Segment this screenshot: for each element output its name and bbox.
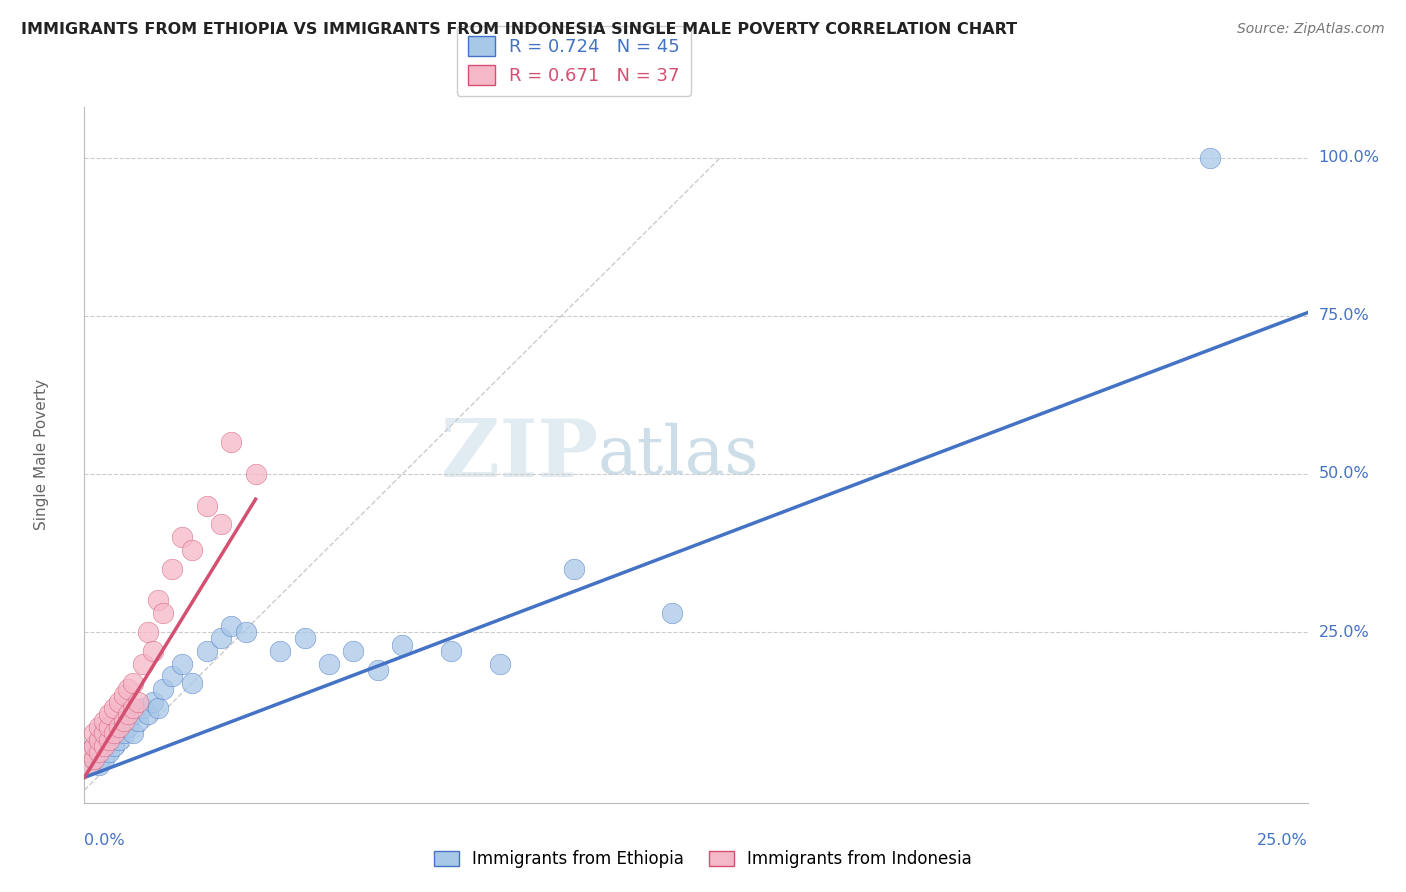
Point [97, 707, 120, 722]
Point [152, 606, 174, 620]
Point [83, 739, 105, 753]
Point [77, 757, 100, 772]
Point [122, 675, 145, 690]
Text: 100.0%: 100.0% [1319, 150, 1379, 165]
Point [112, 714, 135, 728]
Point [103, 739, 125, 753]
Point [209, 632, 232, 646]
Point [87, 745, 110, 759]
Point [562, 562, 585, 576]
Point [142, 644, 165, 658]
Point [127, 714, 149, 728]
Point [83, 751, 105, 765]
Point [87, 757, 110, 772]
Point [269, 644, 291, 658]
Point [93, 739, 115, 753]
Point [83, 751, 105, 765]
Point [107, 720, 129, 734]
Point [107, 720, 129, 734]
Point [122, 707, 145, 722]
Point [391, 638, 413, 652]
Point [219, 435, 242, 450]
Legend: R = 0.724   N = 45, R = 0.671   N = 37: R = 0.724 N = 45, R = 0.671 N = 37 [457, 26, 690, 96]
Point [87, 745, 110, 759]
Point [132, 657, 155, 671]
Text: 0.0%: 0.0% [84, 833, 125, 848]
Point [117, 720, 139, 734]
Point [83, 726, 105, 740]
Point [152, 681, 174, 696]
Point [87, 732, 110, 747]
Point [103, 726, 125, 740]
Legend: Immigrants from Ethiopia, Immigrants from Indonesia: Immigrants from Ethiopia, Immigrants fro… [427, 844, 979, 875]
Point [77, 745, 100, 759]
Point [219, 618, 242, 632]
Point [97, 732, 120, 747]
Point [1198, 151, 1220, 165]
Point [103, 701, 125, 715]
Point [440, 644, 463, 658]
Text: 25.0%: 25.0% [1319, 624, 1369, 640]
Point [107, 732, 129, 747]
Text: atlas: atlas [598, 422, 759, 488]
Text: ZIP: ZIP [441, 416, 598, 494]
Point [661, 606, 683, 620]
Point [172, 530, 194, 544]
Point [367, 663, 389, 677]
Point [77, 745, 100, 759]
Point [112, 688, 135, 702]
Point [181, 542, 204, 557]
Point [107, 695, 129, 709]
Point [112, 714, 135, 728]
Point [122, 726, 145, 740]
Point [245, 467, 267, 481]
Point [97, 745, 120, 759]
Point [93, 739, 115, 753]
Point [146, 593, 169, 607]
Point [122, 701, 145, 715]
Point [93, 726, 115, 740]
Text: 50.0%: 50.0% [1319, 467, 1369, 482]
Point [294, 632, 316, 646]
Point [172, 657, 194, 671]
Point [136, 707, 159, 722]
Point [318, 657, 340, 671]
Point [195, 644, 218, 658]
Point [93, 751, 115, 765]
Text: Source: ZipAtlas.com: Source: ZipAtlas.com [1237, 22, 1385, 37]
Point [342, 644, 364, 658]
Point [127, 695, 149, 709]
Text: 25.0%: 25.0% [1257, 833, 1308, 848]
Point [195, 499, 218, 513]
Point [181, 675, 204, 690]
Text: Single Male Poverty: Single Male Poverty [34, 379, 49, 531]
Point [87, 720, 110, 734]
Text: 75.0%: 75.0% [1319, 309, 1369, 323]
Point [136, 625, 159, 640]
Point [117, 681, 139, 696]
Point [235, 625, 257, 640]
Point [209, 517, 232, 532]
Point [162, 669, 184, 683]
Point [117, 707, 139, 722]
Point [103, 726, 125, 740]
Point [132, 701, 155, 715]
Point [87, 732, 110, 747]
Point [83, 739, 105, 753]
Point [97, 732, 120, 747]
Point [142, 695, 165, 709]
Point [489, 657, 512, 671]
Point [93, 726, 115, 740]
Point [112, 726, 135, 740]
Point [146, 701, 169, 715]
Point [162, 562, 184, 576]
Point [77, 757, 100, 772]
Point [97, 720, 120, 734]
Point [93, 714, 115, 728]
Text: IMMIGRANTS FROM ETHIOPIA VS IMMIGRANTS FROM INDONESIA SINGLE MALE POVERTY CORREL: IMMIGRANTS FROM ETHIOPIA VS IMMIGRANTS F… [21, 22, 1017, 37]
